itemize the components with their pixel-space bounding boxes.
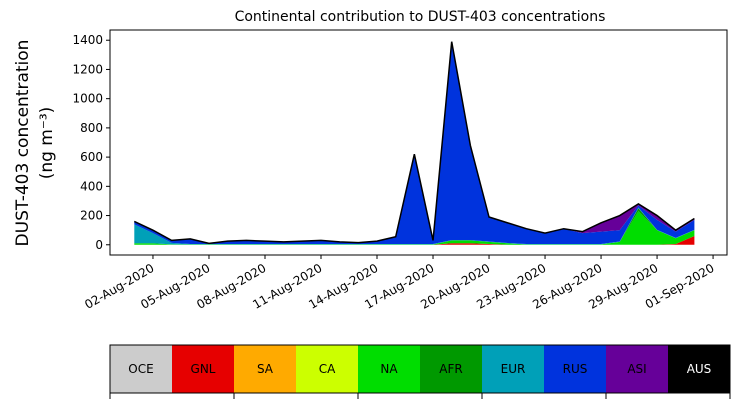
y-axis-label: (ng m⁻³)	[37, 107, 57, 180]
y-tick-label: 1000	[72, 92, 103, 106]
legend-label: EUR	[501, 362, 526, 376]
legend-swatch	[234, 345, 296, 393]
legend-label: NA	[380, 362, 398, 376]
legend-swatch	[172, 345, 234, 393]
legend-swatch	[296, 345, 358, 393]
legend-swatch	[420, 345, 482, 393]
chart-title: Continental contribution to DUST-403 con…	[235, 9, 606, 25]
legend-label: RUS	[563, 362, 588, 376]
y-tick-label: 1200	[72, 62, 103, 76]
legend-frame	[109, 344, 731, 394]
y-axis-label: DUST-403 concentration	[13, 40, 33, 247]
legend-swatch	[668, 345, 730, 393]
y-tick-label: 1400	[72, 33, 103, 47]
legend-label: AUS	[687, 362, 712, 376]
legend-swatch	[482, 345, 544, 393]
legend-label: AFR	[439, 362, 462, 376]
area	[134, 211, 695, 245]
y-tick-label: 0	[95, 238, 103, 252]
y-tick-label: 800	[80, 121, 103, 135]
legend-swatch	[606, 345, 668, 393]
y-tick-label: 200	[80, 209, 103, 223]
y-tick-label: 600	[80, 150, 103, 164]
legend-label: SA	[257, 362, 274, 376]
legend-swatch	[110, 345, 172, 393]
legend-swatch	[358, 345, 420, 393]
area	[134, 41, 695, 245]
plot-frame	[109, 29, 728, 256]
legend-label: OCE	[128, 362, 153, 376]
legend-label: GNL	[191, 362, 216, 376]
y-tick-label: 400	[80, 179, 103, 193]
legend-label: ASI	[627, 362, 646, 376]
legend-swatch	[544, 345, 606, 393]
legend-label: CA	[319, 362, 336, 376]
area	[133, 41, 695, 245]
